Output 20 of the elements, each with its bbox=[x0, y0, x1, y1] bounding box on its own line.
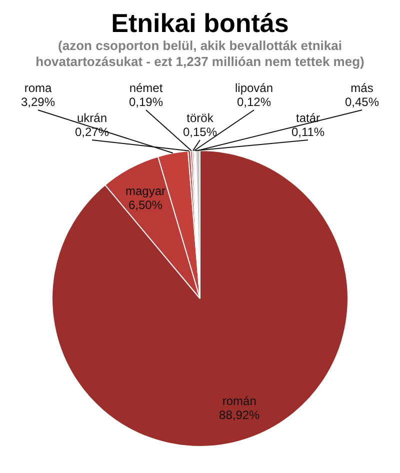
data-label: 3,29% bbox=[20, 95, 56, 109]
slice-label: magyar bbox=[125, 184, 166, 198]
slice-label: roma bbox=[24, 81, 52, 95]
data-label: 0,15% bbox=[182, 125, 218, 139]
slice-label: ukrán bbox=[76, 111, 108, 125]
data-label: 0,11% bbox=[291, 125, 325, 139]
data-label: 0,45% bbox=[344, 95, 380, 109]
data-label: 0,19% bbox=[128, 95, 164, 109]
slice-label: tatár bbox=[296, 111, 320, 125]
data-label: 6,50% bbox=[128, 198, 163, 212]
slice-label: román bbox=[222, 394, 256, 408]
data-label: 88,92% bbox=[219, 408, 260, 422]
data-label: 0,27% bbox=[74, 125, 110, 139]
chart-title: Etnikai bontás bbox=[110, 8, 290, 38]
slice-label: más bbox=[350, 81, 374, 95]
data-label: 0,12% bbox=[236, 95, 272, 109]
slice-label: német bbox=[129, 81, 164, 95]
slice-label: lipován bbox=[234, 81, 274, 95]
chart-subtitle: (azon csoporton belül, akik bevallották etnikai hovatartozásukat - ezt 1,237 millióan nem tettek meg) bbox=[34, 38, 366, 70]
slice-label: török bbox=[186, 111, 214, 125]
